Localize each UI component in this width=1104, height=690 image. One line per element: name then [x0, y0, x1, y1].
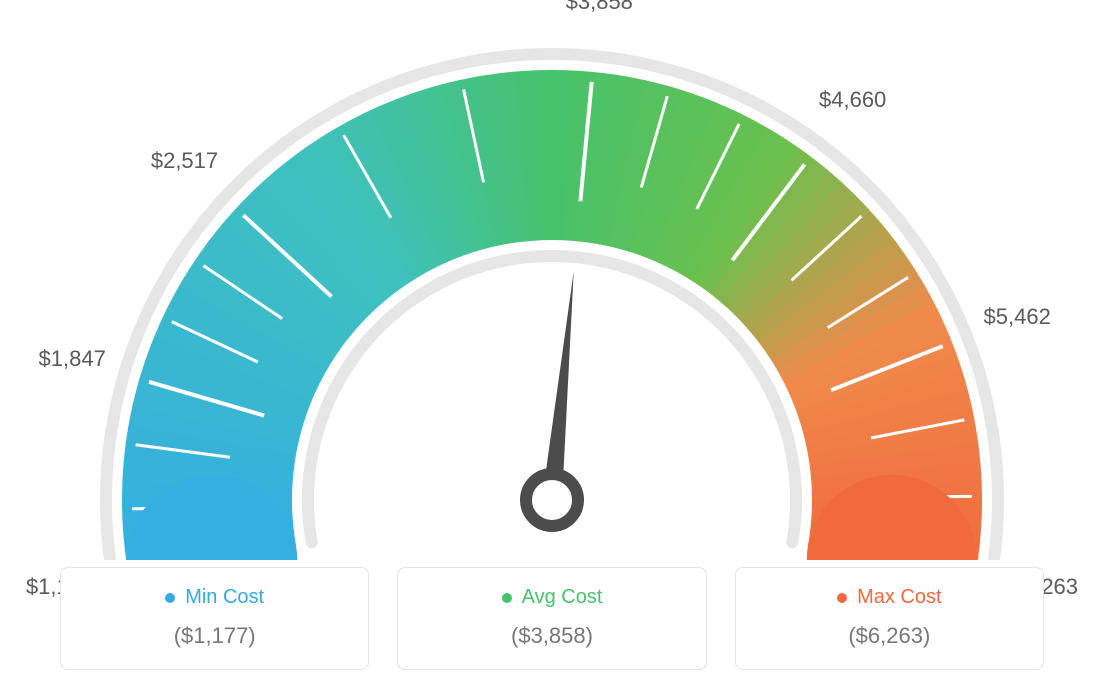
legend-card-avg: Avg Cost ($3,858)	[397, 567, 706, 670]
legend-dot-max	[837, 593, 847, 603]
gauge-tick-label: $5,462	[984, 304, 1051, 330]
legend-card-max: Max Cost ($6,263)	[735, 567, 1044, 670]
legend-title-min: Min Cost	[165, 586, 264, 609]
legend-value-min: ($1,177)	[81, 623, 348, 649]
legend-label-avg: Avg Cost	[522, 586, 603, 609]
legend-dot-avg	[502, 593, 512, 603]
legend-label-min: Min Cost	[185, 586, 264, 609]
legend-title-avg: Avg Cost	[502, 586, 603, 609]
legend-label-max: Max Cost	[857, 586, 941, 609]
gauge-tick-label: $3,858	[566, 0, 633, 15]
legend-row: Min Cost ($1,177) Avg Cost ($3,858) Max …	[0, 567, 1104, 670]
legend-title-max: Max Cost	[837, 586, 941, 609]
legend-value-avg: ($3,858)	[418, 623, 685, 649]
gauge-chart: $1,177$1,847$2,517$3,858$4,660$5,462$6,2…	[0, 0, 1104, 530]
gauge-svg	[0, 0, 1104, 560]
gauge-tick-label: $4,660	[819, 87, 886, 113]
gauge-tick-label: $1,847	[39, 346, 106, 372]
legend-card-min: Min Cost ($1,177)	[60, 567, 369, 670]
gauge-tick-label: $2,517	[151, 148, 218, 174]
legend-value-max: ($6,263)	[756, 623, 1023, 649]
legend-dot-min	[165, 593, 175, 603]
